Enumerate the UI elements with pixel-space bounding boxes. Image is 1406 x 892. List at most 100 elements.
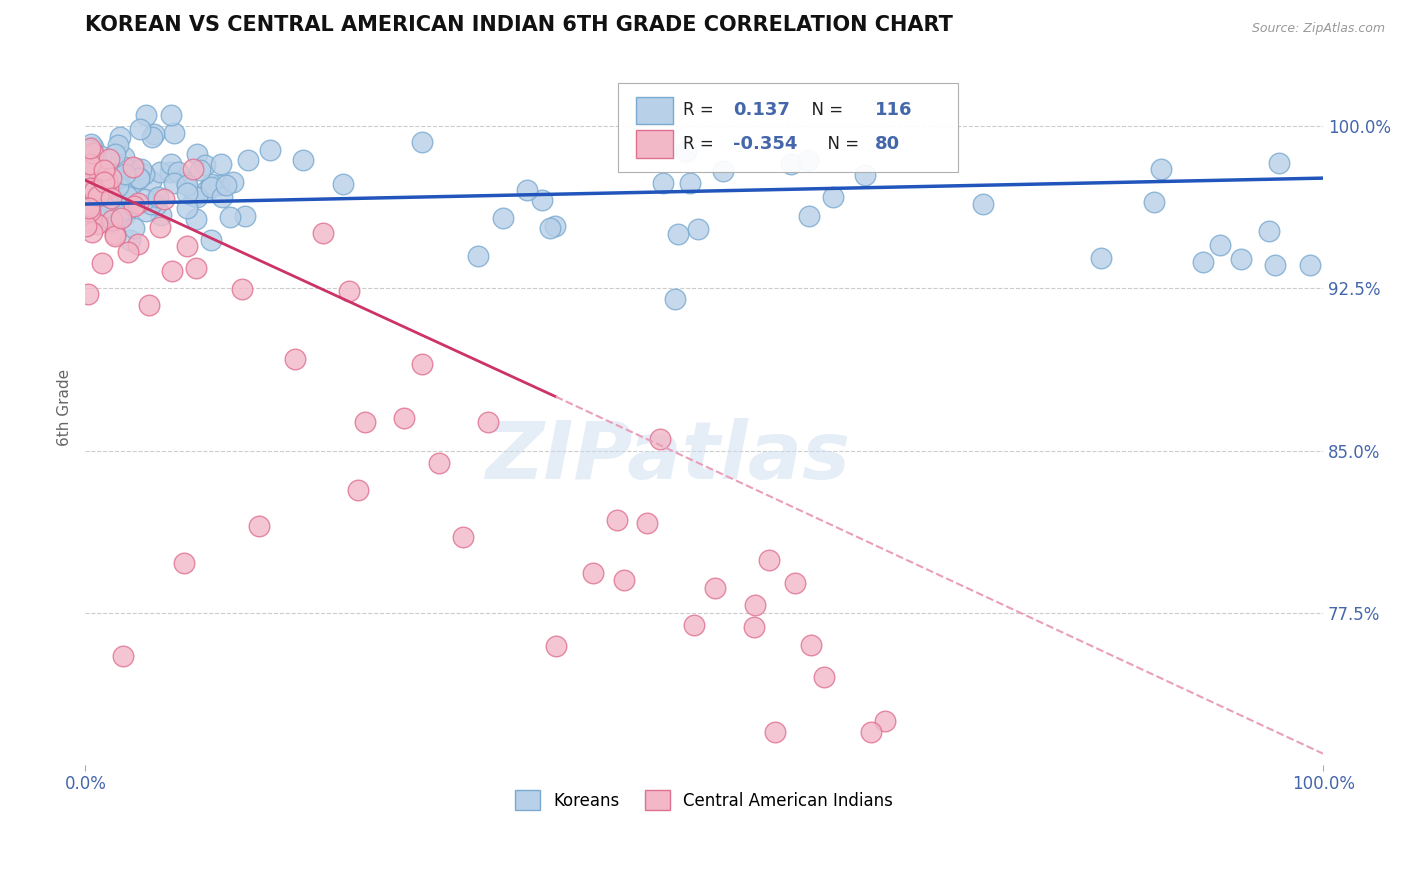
Point xyxy=(115,188,138,202)
Point xyxy=(94,200,117,214)
Point xyxy=(1191,254,1213,268)
Point xyxy=(538,221,561,235)
Point xyxy=(84,178,107,193)
Point xyxy=(679,176,702,190)
Point xyxy=(859,725,882,739)
Point xyxy=(800,638,823,652)
Point xyxy=(606,513,628,527)
Point xyxy=(332,177,354,191)
Point xyxy=(231,282,253,296)
Point xyxy=(79,143,101,157)
Bar xyxy=(636,130,673,158)
Point xyxy=(79,214,101,228)
Point xyxy=(411,357,433,371)
Point xyxy=(292,153,315,168)
Text: N =: N = xyxy=(817,135,865,153)
Point xyxy=(821,189,844,203)
Point xyxy=(122,160,145,174)
Point xyxy=(813,670,835,684)
Point xyxy=(467,249,489,263)
Point xyxy=(664,293,686,307)
Point xyxy=(1209,238,1232,252)
Point xyxy=(176,239,198,253)
Point xyxy=(91,178,114,192)
Point xyxy=(530,194,553,208)
Point xyxy=(76,161,98,176)
Point xyxy=(200,233,222,247)
Point xyxy=(110,211,132,225)
Point xyxy=(122,220,145,235)
Point xyxy=(104,227,127,241)
Point xyxy=(162,126,184,140)
Point xyxy=(112,161,135,175)
Point xyxy=(200,179,222,194)
Point xyxy=(122,199,145,213)
Point xyxy=(159,108,181,122)
Point xyxy=(797,209,820,223)
Point xyxy=(1299,258,1322,272)
Text: 80: 80 xyxy=(875,135,900,153)
Point xyxy=(145,198,167,212)
Point xyxy=(427,456,450,470)
Point xyxy=(744,598,766,612)
Legend: Koreans, Central American Indians: Koreans, Central American Indians xyxy=(509,783,900,817)
Point xyxy=(544,219,567,233)
Point xyxy=(79,157,101,171)
Point xyxy=(259,143,281,157)
Text: R =: R = xyxy=(683,135,724,153)
Point xyxy=(104,147,127,161)
Point xyxy=(477,415,499,429)
Point xyxy=(139,197,162,211)
Point xyxy=(148,190,170,204)
Point xyxy=(181,161,204,176)
Point xyxy=(184,260,207,275)
Point xyxy=(354,415,377,429)
Point xyxy=(796,153,818,167)
Y-axis label: 6th Grade: 6th Grade xyxy=(58,369,72,446)
Point xyxy=(186,146,208,161)
Bar xyxy=(636,97,673,124)
FancyBboxPatch shape xyxy=(617,83,957,172)
Point xyxy=(79,181,101,195)
Point xyxy=(77,201,100,215)
Point xyxy=(1090,251,1112,265)
Point xyxy=(780,157,803,171)
Point xyxy=(82,145,104,160)
Point xyxy=(613,573,636,587)
Point xyxy=(1268,156,1291,170)
Point xyxy=(392,410,415,425)
Point xyxy=(80,225,103,239)
Point xyxy=(711,164,734,178)
Point xyxy=(222,176,245,190)
Point xyxy=(186,212,208,227)
Point xyxy=(97,152,120,166)
Point xyxy=(107,138,129,153)
Point xyxy=(108,129,131,144)
Point xyxy=(651,176,673,190)
Point xyxy=(236,153,259,168)
Point xyxy=(149,165,172,179)
Point xyxy=(188,163,211,178)
Point xyxy=(194,184,217,198)
Text: ZIPatlas: ZIPatlas xyxy=(485,418,849,497)
Point xyxy=(80,194,103,208)
Point xyxy=(704,582,727,596)
Point xyxy=(516,183,538,197)
Point xyxy=(150,208,173,222)
Point xyxy=(200,177,222,191)
Point xyxy=(83,185,105,199)
Point xyxy=(100,216,122,230)
Point xyxy=(135,204,157,219)
Point xyxy=(80,194,103,208)
Point xyxy=(84,161,107,176)
Point xyxy=(107,178,129,193)
Point xyxy=(167,165,190,179)
Point xyxy=(100,191,122,205)
Point xyxy=(160,157,183,171)
Point xyxy=(1264,258,1286,272)
Point xyxy=(112,150,135,164)
Point xyxy=(581,566,603,580)
Point xyxy=(107,211,129,225)
Point xyxy=(209,157,232,171)
Point xyxy=(219,210,242,224)
